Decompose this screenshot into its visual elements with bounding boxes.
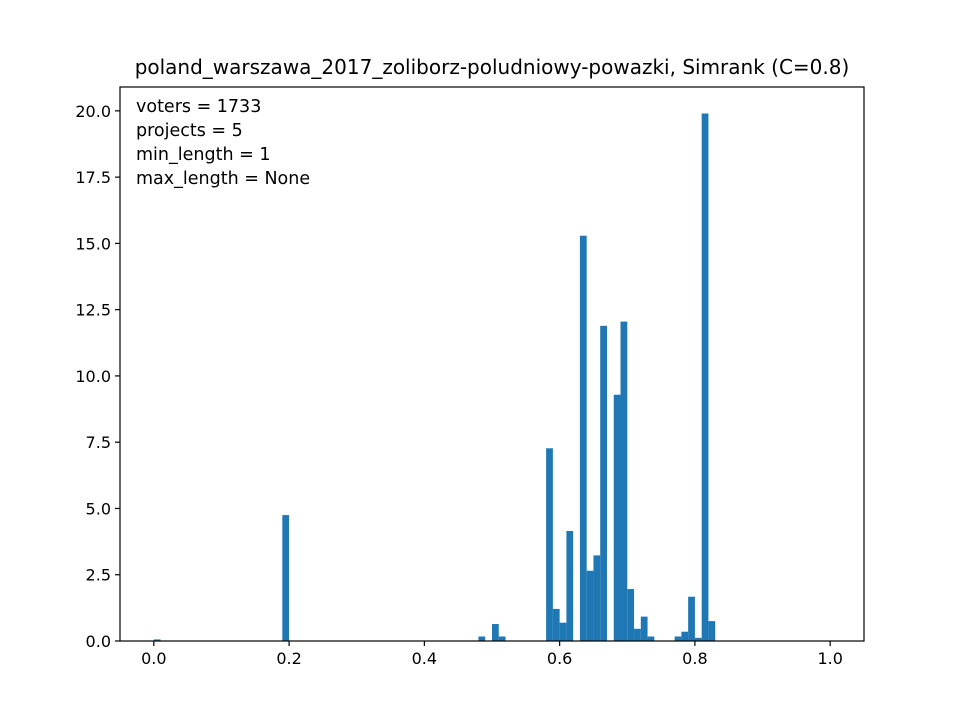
annotation-line: voters = 1733 xyxy=(136,97,261,117)
histogram-bar xyxy=(640,616,648,641)
histogram-bar xyxy=(559,622,567,641)
histogram-bar xyxy=(579,235,587,641)
y-tick-label: 10.0 xyxy=(75,367,111,386)
histogram-bar xyxy=(498,636,506,641)
histogram-bar xyxy=(627,589,635,641)
x-tick-label: 0.8 xyxy=(682,649,707,668)
y-tick-label: 12.5 xyxy=(75,301,111,320)
histogram-bar xyxy=(566,530,574,641)
histogram-bar xyxy=(708,621,716,641)
histogram-bar xyxy=(546,448,553,641)
annotation-line: projects = 5 xyxy=(136,121,243,141)
x-tick-label: 0.0 xyxy=(141,649,166,668)
y-tick-label: 0.0 xyxy=(86,632,111,651)
histogram-bar xyxy=(478,636,486,641)
histogram-bar xyxy=(647,636,655,641)
x-tick-label: 0.2 xyxy=(276,649,301,668)
y-tick-label: 17.5 xyxy=(75,168,111,187)
histogram-bar xyxy=(600,325,607,641)
y-tick-label: 2.5 xyxy=(86,566,111,585)
histogram-bar xyxy=(674,636,682,641)
histogram-bar xyxy=(593,555,601,641)
y-tick-label: 15.0 xyxy=(75,234,111,253)
histogram-bar xyxy=(586,570,594,641)
histogram-bar xyxy=(634,628,641,641)
histogram-bar xyxy=(282,515,290,641)
histogram-bar xyxy=(681,631,689,641)
histogram-bar xyxy=(153,639,161,641)
y-tick-label: 7.5 xyxy=(86,433,111,452)
histogram-bar xyxy=(552,608,560,641)
y-tick-label: 5.0 xyxy=(86,499,111,518)
x-tick-label: 0.4 xyxy=(412,649,437,668)
x-tick-label: 0.6 xyxy=(547,649,572,668)
y-tick-label: 20.0 xyxy=(75,102,111,121)
annotation-box: voters = 1733 projects = 5 min_length = 1 m… xyxy=(136,97,310,189)
x-axis: 0.0 0.2 0.4 0.6 0.8 1.0 xyxy=(141,641,843,668)
histogram-bar xyxy=(492,624,499,641)
histogram-bar xyxy=(620,321,628,641)
bars-group xyxy=(153,113,716,641)
histogram-bar xyxy=(701,113,709,641)
annotation-line: max_length = None xyxy=(136,169,310,189)
histogram-bar xyxy=(688,596,695,641)
x-tick-label: 1.0 xyxy=(817,649,842,668)
plot-frame xyxy=(119,86,865,642)
histogram-bar xyxy=(694,637,702,641)
y-axis: 0.0 2.5 5.0 7.5 10.0 12.5 15.0 17.5 20.0 xyxy=(75,102,120,651)
chart-title: poland_warszawa_2017_zoliborz-poludniowy… xyxy=(135,55,850,79)
annotation-line: min_length = 1 xyxy=(136,145,270,165)
histogram-bar xyxy=(613,394,621,641)
